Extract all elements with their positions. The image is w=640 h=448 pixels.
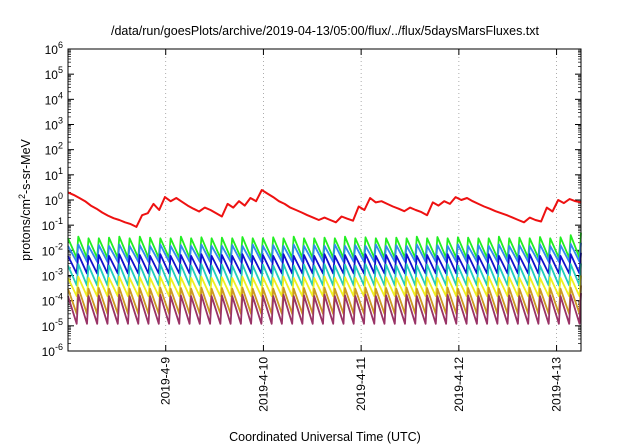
series-line-6 bbox=[67, 275, 582, 298]
x-tick-label: 2019-4-12 bbox=[452, 357, 466, 412]
y-tick-label: 101 bbox=[45, 166, 63, 183]
series-line-3 bbox=[67, 242, 582, 263]
y-axis-label: protons/cm2-s-sr-MeV bbox=[17, 138, 33, 260]
series-line-1 bbox=[67, 189, 582, 228]
series-line-5 bbox=[67, 263, 582, 287]
y-tick-label: 10-1 bbox=[42, 216, 63, 233]
y-tick-label: 106 bbox=[45, 40, 63, 57]
y-tick-label: 103 bbox=[45, 116, 63, 133]
y-tick-label: 10-5 bbox=[42, 317, 63, 334]
y-axis-label-base: protons/cm bbox=[19, 199, 33, 261]
x-axis-ticks: 2019-4-9 2019-4-10 2019-4-11 2019-4-12 2019-… bbox=[159, 49, 564, 412]
y-axis-label-rest: -s-sr-MeV bbox=[19, 138, 33, 194]
y-tick-label: 10-2 bbox=[42, 241, 63, 258]
y-axis-label-superscript: 2 bbox=[17, 194, 27, 199]
x-tick-label: 2019-4-9 bbox=[159, 357, 173, 405]
y-tick-label: 100 bbox=[45, 191, 63, 208]
y-tick-label: 102 bbox=[45, 141, 63, 158]
y-tick-label: 105 bbox=[45, 65, 63, 82]
x-tick-label: 2019-4-10 bbox=[256, 357, 270, 412]
plot-frame bbox=[67, 48, 582, 352]
series-line-8 bbox=[67, 293, 582, 325]
chart-title: /data/run/goesPlots/archive/2019-04-13/0… bbox=[111, 24, 540, 38]
y-tick-label: 10-6 bbox=[42, 342, 63, 359]
y-tick-label: 104 bbox=[45, 90, 63, 107]
series-lines bbox=[67, 189, 582, 325]
x-tick-label: 2019-4-13 bbox=[550, 357, 564, 412]
y-tick-label: 10-3 bbox=[42, 267, 63, 284]
x-axis-label: Coordinated Universal Time (UTC) bbox=[229, 430, 421, 444]
x-tick-label: 2019-4-11 bbox=[354, 357, 368, 411]
y-tick-label: 10-4 bbox=[42, 292, 63, 309]
